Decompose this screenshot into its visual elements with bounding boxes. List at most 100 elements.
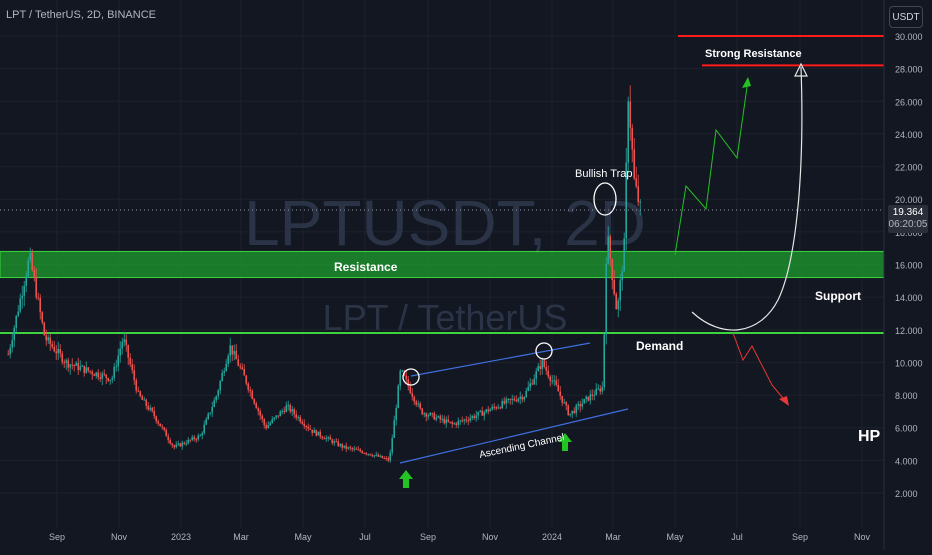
candle-body [327, 437, 330, 439]
y-tick-label: 28.000 [895, 65, 923, 75]
candle-body [615, 294, 618, 310]
candle-body [351, 447, 354, 450]
candle-body [39, 298, 42, 313]
bullish-forecast-path [674, 79, 749, 256]
candle-body [287, 404, 290, 406]
candle-body [639, 201, 642, 203]
candle-body [357, 449, 360, 451]
candle-body [223, 371, 226, 373]
candle-body [193, 437, 196, 440]
candle-body [55, 351, 58, 354]
y-tick-label: 24.000 [895, 130, 923, 140]
candle-body [391, 437, 394, 453]
candle-body [203, 424, 206, 433]
candle-body [465, 419, 468, 421]
candle-body [577, 404, 580, 406]
candle-body [311, 429, 314, 433]
candle-body [309, 428, 312, 430]
candle-body [429, 413, 432, 416]
candle-body [495, 407, 498, 409]
candle-body [627, 101, 630, 163]
candle-body [565, 402, 568, 406]
candle-body [17, 311, 20, 316]
up-arrow-icon [558, 433, 572, 451]
candle-body [217, 390, 220, 397]
candle-body [487, 409, 490, 412]
candle-body [607, 236, 610, 264]
resistance-zone [0, 250, 885, 279]
x-tick-label: Jul [731, 532, 743, 542]
candle-body [617, 300, 620, 310]
candle-body [185, 443, 188, 445]
x-tick-label: Sep [792, 532, 808, 542]
channel-touch-circle [535, 342, 553, 360]
candle-body [211, 407, 214, 413]
candle-body [131, 364, 134, 371]
candle-body [483, 412, 486, 416]
candle-body [325, 437, 328, 440]
candle-body [397, 385, 400, 408]
last-price-label: 19.364 06:20:05 [888, 205, 928, 233]
candle-body [267, 425, 270, 429]
candle-body [263, 419, 266, 426]
candle-body [365, 453, 368, 455]
label-bullish-trap: Bullish Trap [575, 168, 632, 180]
candle-body [419, 403, 422, 409]
levels-layer [0, 35, 885, 335]
candle-body [593, 395, 596, 397]
candle-body [377, 454, 380, 457]
candle-body [245, 375, 248, 384]
candle-body [127, 345, 130, 358]
candle-body [167, 436, 170, 440]
candle-body [625, 162, 628, 239]
candle-body [307, 426, 310, 429]
candle-body [509, 398, 512, 400]
candle-body [109, 379, 112, 381]
last-price-value: 19.364 [892, 207, 924, 218]
candle-body [467, 420, 470, 422]
y-tick-label: 8.000 [895, 391, 918, 401]
candle-body [423, 413, 426, 415]
candle-body [635, 178, 638, 187]
candle-body [31, 252, 34, 270]
channel-lower-line [399, 408, 629, 464]
candle-body [451, 422, 454, 424]
candle-body [457, 421, 460, 425]
candle-body [51, 344, 54, 347]
candle-body [191, 437, 194, 440]
candle-body [209, 412, 212, 414]
candle-body [547, 370, 550, 377]
candle-body [93, 374, 96, 376]
candle-body [489, 409, 492, 412]
candle-body [295, 414, 298, 418]
currency-button[interactable]: USDT [889, 6, 923, 28]
candle-body [117, 355, 120, 367]
candle-body [303, 423, 306, 427]
candle-body [247, 383, 250, 390]
time-axis[interactable]: Sep Nov 2023 Mar May Jul Sep Nov 2024 Mar May Jul Se… [49, 0, 885, 550]
candle-body [387, 458, 390, 461]
candle-body [61, 353, 64, 363]
candle-body [137, 390, 140, 392]
candle-body [477, 411, 480, 416]
candle-body [313, 430, 316, 433]
candle-body [441, 418, 444, 420]
x-tick-label: Nov [111, 532, 128, 542]
candle-body [297, 417, 300, 419]
candle-body [149, 407, 152, 410]
candle-body [501, 401, 504, 409]
candle-body [363, 452, 366, 454]
x-tick-label: May [294, 532, 312, 542]
y-tick-label: 26.000 [895, 97, 923, 107]
candle-body [585, 396, 588, 399]
bar-countdown: 06:20:05 [888, 219, 928, 230]
candle-body [115, 366, 118, 368]
candle-body [529, 383, 532, 388]
candle-body [169, 439, 172, 444]
candle-body [527, 387, 530, 391]
candle-body [417, 403, 420, 405]
candle-body [551, 380, 554, 382]
candle-body [237, 359, 240, 366]
